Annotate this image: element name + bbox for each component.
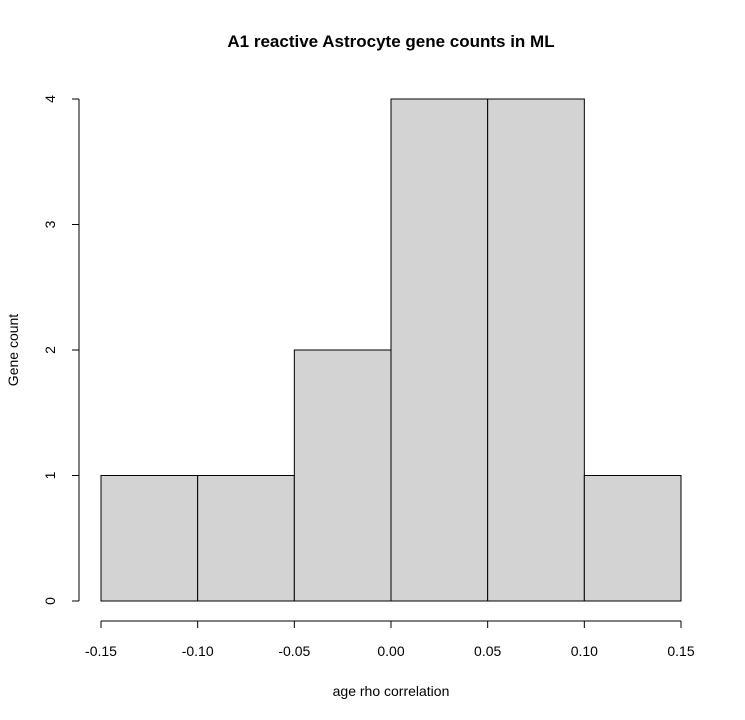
chart-title: A1 reactive Astrocyte gene counts in ML [227,32,554,51]
histogram-bar-3 [293,349,392,602]
histogram-bar-4 [390,98,489,602]
histogram-bar-2 [197,475,295,602]
y-axis: 0 1 2 3 4 [42,95,80,605]
x-tick-label: 0.15 [667,643,694,659]
x-tick-label: -0.15 [85,643,117,659]
x-axis-label: age rho correlation [333,683,450,699]
y-axis-label: Gene count [5,314,21,386]
histogram-bar-1 [100,475,199,602]
x-tick-label: -0.05 [278,643,310,659]
histogram-bar-6 [583,475,682,602]
y-tick-label: 2 [42,346,58,354]
x-tick-label: 0.05 [474,643,501,659]
x-axis: -0.15 -0.10 -0.05 0.00 0.05 0.10 0.15 [85,620,695,659]
y-tick-label: 4 [42,95,58,103]
x-tick-label: -0.10 [182,643,214,659]
x-tick-label: 0.10 [571,643,598,659]
x-tick-label: 0.00 [377,643,404,659]
y-tick-label: 0 [42,597,58,605]
y-tick-label: 3 [42,220,58,228]
bars-group [100,98,682,602]
histogram-bar-5 [487,98,585,602]
y-tick-label: 1 [42,471,58,479]
